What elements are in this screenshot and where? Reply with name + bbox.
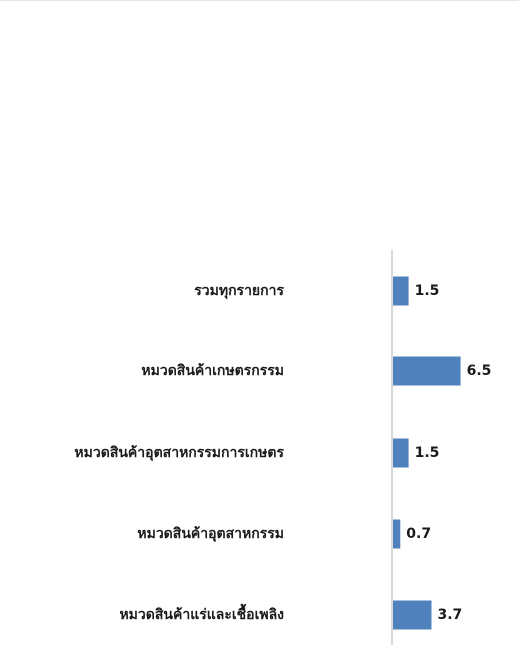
value-label-3: 0.7 (406, 526, 431, 542)
bar-0 (393, 276, 409, 306)
bar-4 (393, 600, 432, 630)
bars-layer (393, 276, 461, 630)
top-divider (0, 0, 519, 1)
category-label-1: หมวดสินค้าเกษตรกรรม (141, 363, 284, 379)
value-label-4: 3.7 (437, 607, 462, 623)
value-labels-layer: 1.5 6.5 1.5 0.7 3.7 (406, 283, 491, 623)
bar-3 (393, 519, 401, 549)
category-label-4: หมวดสินค้าแร่และเชื้อเพลิง (119, 603, 284, 623)
value-label-2: 1.5 (415, 445, 440, 461)
bar-2 (393, 438, 409, 468)
value-label-0: 1.5 (415, 283, 440, 299)
category-label-3: หมวดสินค้าอุตสาหกรรม (137, 526, 284, 542)
category-label-0: รวมทุกรายการ (194, 283, 284, 299)
category-labels-layer: รวมทุกรายการหมวดสินค้าเกษตรกรรมหมวดสินค้… (74, 283, 284, 623)
bar-1 (393, 356, 461, 386)
category-label-2: หมวดสินค้าอุตสาหกรรมการเกษตร (74, 445, 284, 461)
value-label-1: 6.5 (467, 363, 492, 379)
